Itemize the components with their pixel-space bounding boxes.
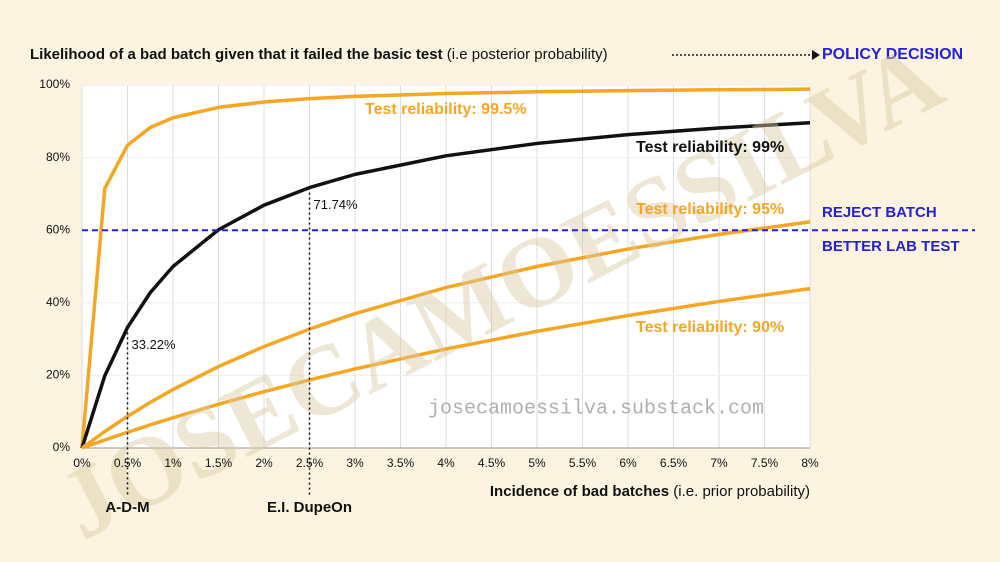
y-tick-label: 0%: [53, 440, 71, 454]
series-line: [80, 87, 811, 449]
series-line: [80, 121, 811, 449]
series-line: [81, 286, 811, 450]
x-tick-label: 6%: [619, 456, 637, 470]
x-tick-label: 1.5%: [205, 456, 233, 470]
y-tick-label: 100%: [39, 77, 70, 91]
annotation-marker: E.I. DupeOn: [267, 499, 352, 516]
arrowhead: [812, 50, 820, 60]
annotation-value: 71.74%: [314, 197, 359, 212]
title-note: (i.e posterior probability): [447, 46, 608, 63]
series-label: Test reliability: 90%: [636, 319, 784, 336]
y-tick-label: 40%: [46, 295, 70, 309]
annotation-marker: A-D-M: [105, 499, 149, 516]
x-tick-label: 8%: [801, 456, 819, 470]
series-label: Test reliability: 99.5%: [365, 101, 527, 118]
x-tick-label: 0%: [73, 456, 91, 470]
source: josecamoessilva.substack.com: [428, 397, 764, 420]
x-tick-label: 1%: [164, 456, 182, 470]
title-main: Likelihood of a bad batch given that it …: [30, 46, 443, 63]
x-tick-label: 3%: [346, 456, 364, 470]
x-tick-label: 4.5%: [478, 456, 506, 470]
policy-label: POLICY DECISION: [822, 46, 963, 63]
x-tick-label: 6.5%: [660, 456, 688, 470]
x-tick-label: 3.5%: [387, 456, 415, 470]
y-tick-label: 60%: [46, 222, 70, 236]
x-tick-label: 5.5%: [569, 456, 597, 470]
x-tick-label: 2%: [255, 456, 273, 470]
threshold-label: REJECT BATCH: [822, 204, 937, 221]
x-axis-label: Incidence of bad batches (i.e. prior pro…: [490, 483, 810, 500]
chart-title: Likelihood of a bad batch given that it …: [30, 46, 608, 63]
y-tick-label: 20%: [46, 368, 70, 382]
series-label: Test reliability: 95%: [636, 201, 784, 218]
x-tick-label: 7%: [710, 456, 728, 470]
y-tick-label: 80%: [46, 150, 70, 164]
series-label: Test reliability: 99%: [636, 139, 784, 156]
series-line: [80, 220, 811, 450]
annotation-value: 33.22%: [132, 337, 177, 352]
x-label-note: (i.e. prior probability): [673, 483, 810, 500]
x-tick-label: 7.5%: [751, 456, 779, 470]
threshold-label: BETTER LAB TEST: [822, 238, 960, 255]
x-tick-label: 4%: [437, 456, 455, 470]
x-label-main: Incidence of bad batches: [490, 483, 669, 500]
x-tick-label: 5%: [528, 456, 546, 470]
